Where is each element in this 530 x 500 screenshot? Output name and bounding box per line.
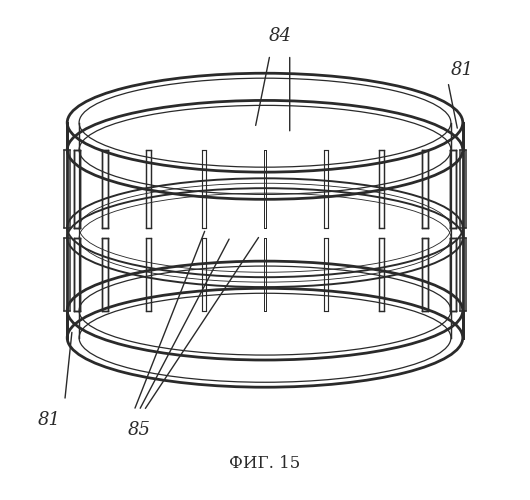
Text: 81: 81 xyxy=(38,410,60,428)
Text: 84: 84 xyxy=(268,27,292,45)
Text: 81: 81 xyxy=(450,62,473,80)
Text: ФИГ. 15: ФИГ. 15 xyxy=(229,456,301,472)
Text: 85: 85 xyxy=(127,420,151,438)
